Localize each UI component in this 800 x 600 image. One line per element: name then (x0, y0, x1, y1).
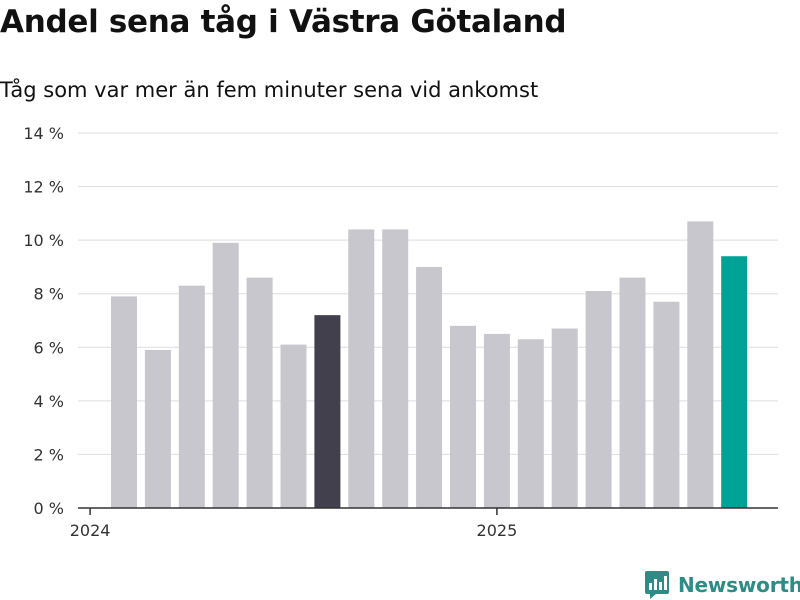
newsworthy-logo: Newsworthy (644, 570, 800, 600)
bar (687, 221, 714, 508)
bar (483, 333, 510, 508)
bar-chart: 0 % 2 % 4 % 6 % 8 % 10 % 12 % 14 % 2024 2025 (23, 124, 778, 540)
bar (585, 291, 612, 508)
bar (653, 301, 680, 508)
y-tick-label: 4 % (34, 392, 64, 411)
bar (517, 339, 544, 508)
y-axis-ticks: 0 % 2 % 4 % 6 % 8 % 10 % 12 % 14 % (23, 124, 64, 518)
bar (314, 315, 341, 508)
bars (111, 221, 748, 509)
y-tick-label: 8 % (34, 285, 64, 304)
bar (416, 266, 443, 508)
bar (551, 328, 578, 508)
bar (111, 296, 137, 508)
bar (178, 285, 205, 508)
bar (721, 256, 748, 508)
y-tick-label: 10 % (23, 231, 64, 250)
bar (246, 277, 273, 508)
newsworthy-logo-icon (645, 571, 669, 599)
chart-title: Andel sena tåg i Västra Götaland (0, 4, 567, 40)
x-tick-label: 2024 (70, 521, 111, 540)
x-tick-label: 2025 (477, 521, 518, 540)
y-tick-label: 2 % (34, 445, 64, 464)
bar (280, 344, 307, 508)
bar (619, 277, 646, 508)
bar (348, 229, 375, 508)
y-tick-label: 12 % (23, 178, 64, 197)
chart-subtitle: Tåg som var mer än fem minuter sena vid … (0, 78, 539, 102)
bar (382, 229, 409, 508)
brand-name: Newsworthy (678, 573, 800, 597)
x-axis-ticks: 2024 2025 (70, 508, 518, 540)
y-tick-label: 14 % (23, 124, 64, 143)
bar (450, 325, 476, 508)
bar (212, 242, 239, 509)
y-tick-label: 6 % (34, 338, 64, 357)
y-tick-label: 0 % (34, 499, 64, 518)
bar (144, 349, 171, 508)
